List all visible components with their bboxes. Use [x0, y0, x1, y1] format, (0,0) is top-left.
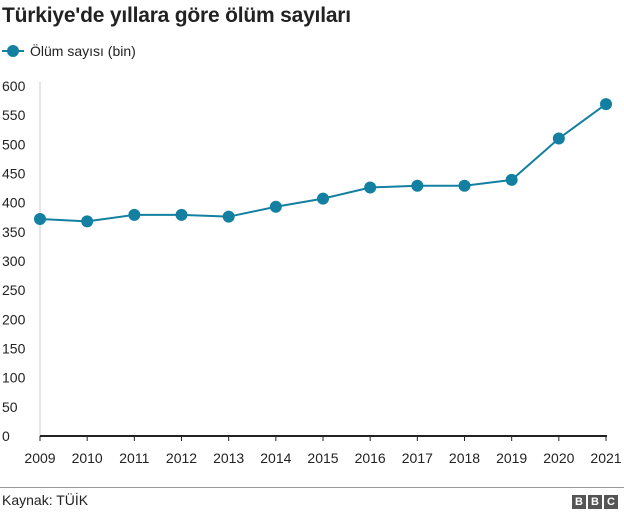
- data-point: [552, 132, 565, 145]
- y-tick-label: 450: [2, 166, 26, 182]
- line-chart: 0 50 100 150 200 250 300 350 400 450 500 550 600 2009…: [2, 78, 622, 466]
- y-tick-label: 550: [2, 107, 26, 123]
- data-point: [128, 208, 141, 221]
- y-tick-label: 150: [2, 341, 26, 357]
- x-tick-label: 2014: [260, 450, 291, 466]
- x-tick-label: 2019: [496, 450, 527, 466]
- y-tick-label: 0: [2, 428, 10, 444]
- x-tick-label: 2015: [307, 450, 338, 466]
- x-tick-label: 2020: [543, 450, 574, 466]
- data-point: [269, 200, 282, 213]
- data-point: [364, 181, 377, 194]
- legend: Ölüm sayısı (bin): [2, 43, 136, 59]
- data-point: [34, 213, 46, 225]
- source-text: Kaynak: TÜİK: [2, 492, 89, 508]
- y-tick-label: 350: [2, 224, 26, 240]
- x-tick-label: 2017: [402, 450, 433, 466]
- footer-divider: [0, 487, 624, 488]
- data-point: [317, 192, 329, 205]
- legend-label: Ölüm sayısı (bin): [30, 43, 136, 59]
- x-tick-label: 2009: [24, 450, 55, 466]
- x-tick-label: 2011: [119, 450, 149, 466]
- y-tick-label: 500: [2, 136, 26, 152]
- data-point: [411, 179, 424, 192]
- data-point: [600, 98, 612, 111]
- y-tick-label: 300: [2, 253, 26, 269]
- x-tick-label: 2021: [590, 450, 621, 466]
- y-tick-label: 600: [2, 78, 26, 94]
- data-point: [222, 210, 235, 223]
- x-tick-label: 2010: [72, 450, 103, 466]
- chart-title: Türkiye'de yıllara göre ölüm sayıları: [2, 4, 351, 27]
- x-tick-label: 2018: [449, 450, 480, 466]
- x-tick-label: 2013: [213, 450, 244, 466]
- y-tick-label: 400: [2, 195, 26, 211]
- y-tick-label: 50: [2, 399, 18, 415]
- x-tick-label: 2016: [355, 450, 386, 466]
- data-point: [505, 173, 518, 186]
- data-point: [175, 208, 188, 221]
- legend-marker-icon: [2, 45, 24, 57]
- y-tick-label: 100: [2, 370, 26, 386]
- y-tick-label: 250: [2, 282, 26, 298]
- x-tick-label: 2012: [166, 450, 197, 466]
- data-point: [81, 215, 94, 228]
- data-point: [458, 179, 471, 192]
- y-tick-label: 200: [2, 311, 26, 327]
